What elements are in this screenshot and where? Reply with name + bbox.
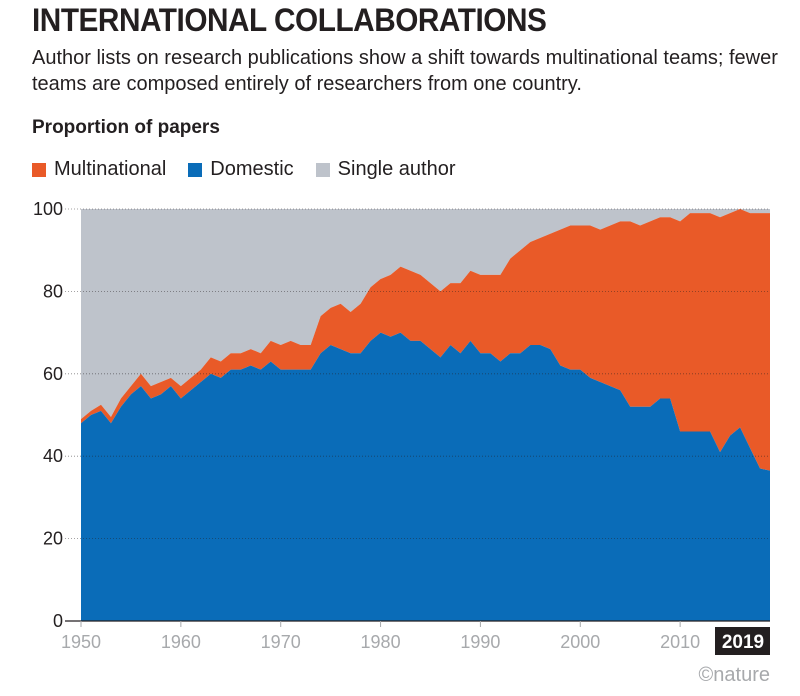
legend-item-domestic: Domestic <box>188 158 294 181</box>
x-tick-label-1950: 1950 <box>61 632 101 652</box>
x-tick-label-1970: 1970 <box>261 632 301 652</box>
legend: Multinational Domestic Single author <box>32 158 478 181</box>
legend-label-domestic: Domestic <box>210 158 294 180</box>
legend-swatch-multinational <box>32 162 46 177</box>
y-tick-label-80: 80 <box>43 281 63 301</box>
x-tick-label-1980: 1980 <box>361 632 401 652</box>
x-tick-label-2010: 2010 <box>660 632 700 652</box>
area-multinational <box>81 209 770 471</box>
x-tick-label-1960: 1960 <box>161 632 201 652</box>
legend-label-multinational: Multinational <box>54 158 167 180</box>
chart-subtitle: Author lists on research publications sh… <box>32 47 778 95</box>
y-tick-label-0: 0 <box>53 611 63 631</box>
x-tick-label-2000: 2000 <box>560 632 600 652</box>
nature-credit: ©nature <box>698 664 770 686</box>
y-tick-label-100: 100 <box>33 199 63 219</box>
area-domestic <box>81 332 770 621</box>
area-single-author <box>81 209 770 420</box>
y-tick-label-20: 20 <box>43 529 63 549</box>
x-highlight-box <box>715 627 770 655</box>
legend-swatch-single-author <box>315 162 330 177</box>
y-axis-title: Proportion of papers <box>32 117 220 138</box>
y-tick-label-60: 60 <box>43 364 63 384</box>
legend-label-single-author: Single author <box>337 158 456 180</box>
legend-item-multinational: Multinational <box>32 158 166 181</box>
chart-title: INTERNATIONAL COLLABORATIONS <box>32 2 547 38</box>
y-tick-label-40: 40 <box>43 446 63 466</box>
x-tick-label-2019: 2019 <box>722 632 764 653</box>
x-tick-label-1990: 1990 <box>460 632 500 652</box>
legend-swatch-domestic <box>188 162 203 177</box>
legend-item-single-author: Single author <box>315 158 456 181</box>
